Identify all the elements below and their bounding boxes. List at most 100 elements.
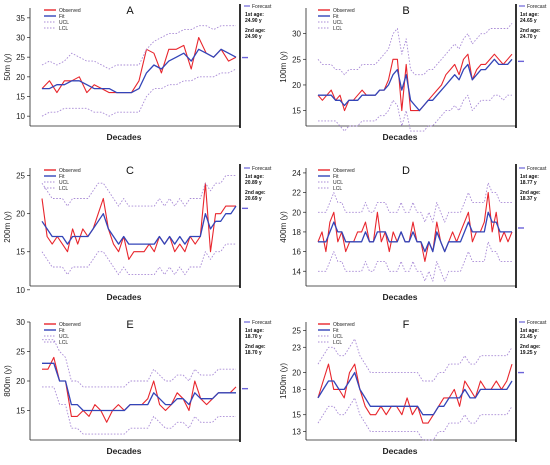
y-tick-label: 25 [292, 326, 301, 335]
series-line-lcl [318, 94, 512, 132]
y-tick-label: 16 [292, 248, 301, 257]
series-line-observed [41, 182, 236, 260]
y-axis-label: 800m (y) [3, 365, 12, 397]
forecast-legend-label: Forecast [252, 320, 272, 326]
legend-label-ucl: UCL [59, 20, 69, 26]
legend-label-ucl: UCL [59, 334, 69, 340]
y-tick-label: 15 [292, 107, 301, 116]
chart-panel-c: 10 15 20 25 200m (y) Decades C ObservedFitUCLLC… [3, 164, 272, 302]
y-tick-label: 20 [292, 208, 301, 217]
panel-letter: B [402, 5, 409, 17]
forecast-first-label: 1st age: [245, 174, 264, 180]
forecast-first-value: 18.77 y [520, 180, 537, 186]
chart-panel-f: 13 15 18 20 23 25 1500m (y) Decades F ObservedFit… [279, 318, 547, 456]
series-line-fit [318, 211, 512, 253]
series-line-ucl [318, 182, 512, 223]
y-tick-label: 10 [16, 112, 25, 121]
legend-label-observed: Observed [333, 8, 355, 14]
forecast-legend-label: Forecast [252, 4, 272, 10]
forecast-legend-label: Forecast [527, 4, 547, 10]
series-line-lcl [318, 241, 512, 282]
series-line-observed [41, 36, 237, 94]
legend-label-ucl: UCL [333, 180, 343, 186]
legend-label-observed: Observed [333, 168, 355, 174]
y-tick-label: 23 [292, 343, 301, 352]
y-tick-label: 30 [16, 318, 25, 327]
forecast-box: Forecast 1st age:21.45 y 2nd age:19.25 y [519, 320, 547, 356]
forecast-second-label: 2nd age: [520, 28, 541, 34]
forecast-second-value: 20.69 y [245, 196, 262, 202]
x-axis-label: Decades [107, 446, 142, 456]
forecast-second-value: 24.70 y [520, 34, 537, 40]
legend-label-fit: Fit [59, 174, 65, 180]
y-tick-label: 20 [16, 210, 25, 219]
legend-label-observed: Observed [59, 322, 81, 328]
forecast-first-value: 21.45 y [520, 334, 537, 340]
y-tick-label: 35 [16, 14, 25, 23]
legend-label-lcl: LCL [333, 340, 342, 346]
forecast-second-value: 18.37 y [520, 196, 537, 202]
series-line-fit [42, 362, 236, 412]
y-tick-label: 10 [16, 286, 25, 295]
chart-panel-e: 15 20 25 30 800m (y) Decades E ObservedFitUCLLC… [3, 318, 272, 456]
y-tick-label: 22 [292, 189, 301, 198]
y-tick-label: 24 [292, 169, 301, 178]
series-line-lcl [42, 386, 236, 435]
series-line-ucl [41, 25, 236, 70]
y-axis-label: 1500m (y) [279, 363, 288, 399]
forecast-second-value: 19.25 y [520, 350, 537, 356]
y-axis-label: 50m (y) [3, 53, 12, 80]
legend-label-lcl: LCL [59, 186, 68, 192]
forecast-second-label: 2nd age: [245, 190, 266, 196]
legend-label-observed: Observed [59, 168, 81, 174]
chart-panel-a: 10 15 20 25 30 35 50m (y) Decades A ObservedFitUC… [3, 4, 272, 142]
series-line-fit [42, 48, 237, 94]
y-tick-label: 25 [16, 172, 25, 181]
y-tick-label: 18 [292, 385, 301, 394]
series-line-lcl [317, 397, 513, 441]
forecast-first-label: 1st age: [245, 12, 264, 18]
forecast-box: Forecast 1st age:24.65 y 2nd age:24.70 y [519, 4, 547, 40]
forecast-box: Forecast 1st age:20.89 y 2nd age:20.69 y [244, 166, 272, 202]
y-tick-label: 20 [16, 377, 25, 386]
series-line-observed [317, 363, 513, 424]
y-axis-label: 200m (y) [3, 211, 12, 243]
panel-letter: C [126, 165, 134, 177]
forecast-first-label: 1st age: [520, 328, 539, 334]
legend-label-ucl: UCL [333, 334, 343, 340]
panel-letter: D [402, 165, 410, 177]
x-axis-label: Decades [107, 292, 142, 302]
y-tick-label: 14 [292, 267, 301, 276]
panel-letter: F [403, 319, 410, 331]
panel-letter: A [126, 5, 134, 17]
forecast-first-label: 1st age: [520, 174, 539, 180]
legend-label-fit: Fit [333, 14, 339, 20]
legend-label-fit: Fit [59, 328, 65, 334]
series-line-observed [317, 192, 513, 262]
y-tick-label: 15 [292, 411, 301, 420]
y-axis-label: 400m (y) [279, 211, 288, 243]
forecast-first-label: 1st age: [245, 328, 264, 334]
series-line-fit [317, 371, 513, 416]
legend-label-lcl: LCL [59, 26, 68, 32]
legend-label-fit: Fit [333, 328, 339, 334]
series-line-lcl [41, 68, 237, 117]
forecast-second-value: 24.90 y [245, 34, 262, 40]
series-line-ucl [317, 23, 513, 76]
legend-label-fit: Fit [333, 174, 339, 180]
legend-label-ucl: UCL [333, 20, 343, 26]
legend-label-lcl: LCL [59, 340, 68, 346]
y-tick-label: 30 [292, 30, 301, 39]
forecast-second-label: 2nd age: [245, 344, 266, 350]
forecast-second-label: 2nd age: [520, 190, 541, 196]
legend-label-observed: Observed [59, 8, 81, 14]
chart-panel-d: 14 16 18 20 22 24 400m (y) Decades D ObservedFitU… [279, 164, 547, 302]
y-axis-label: 100m (y) [279, 51, 288, 83]
legend-label-ucl: UCL [59, 180, 69, 186]
